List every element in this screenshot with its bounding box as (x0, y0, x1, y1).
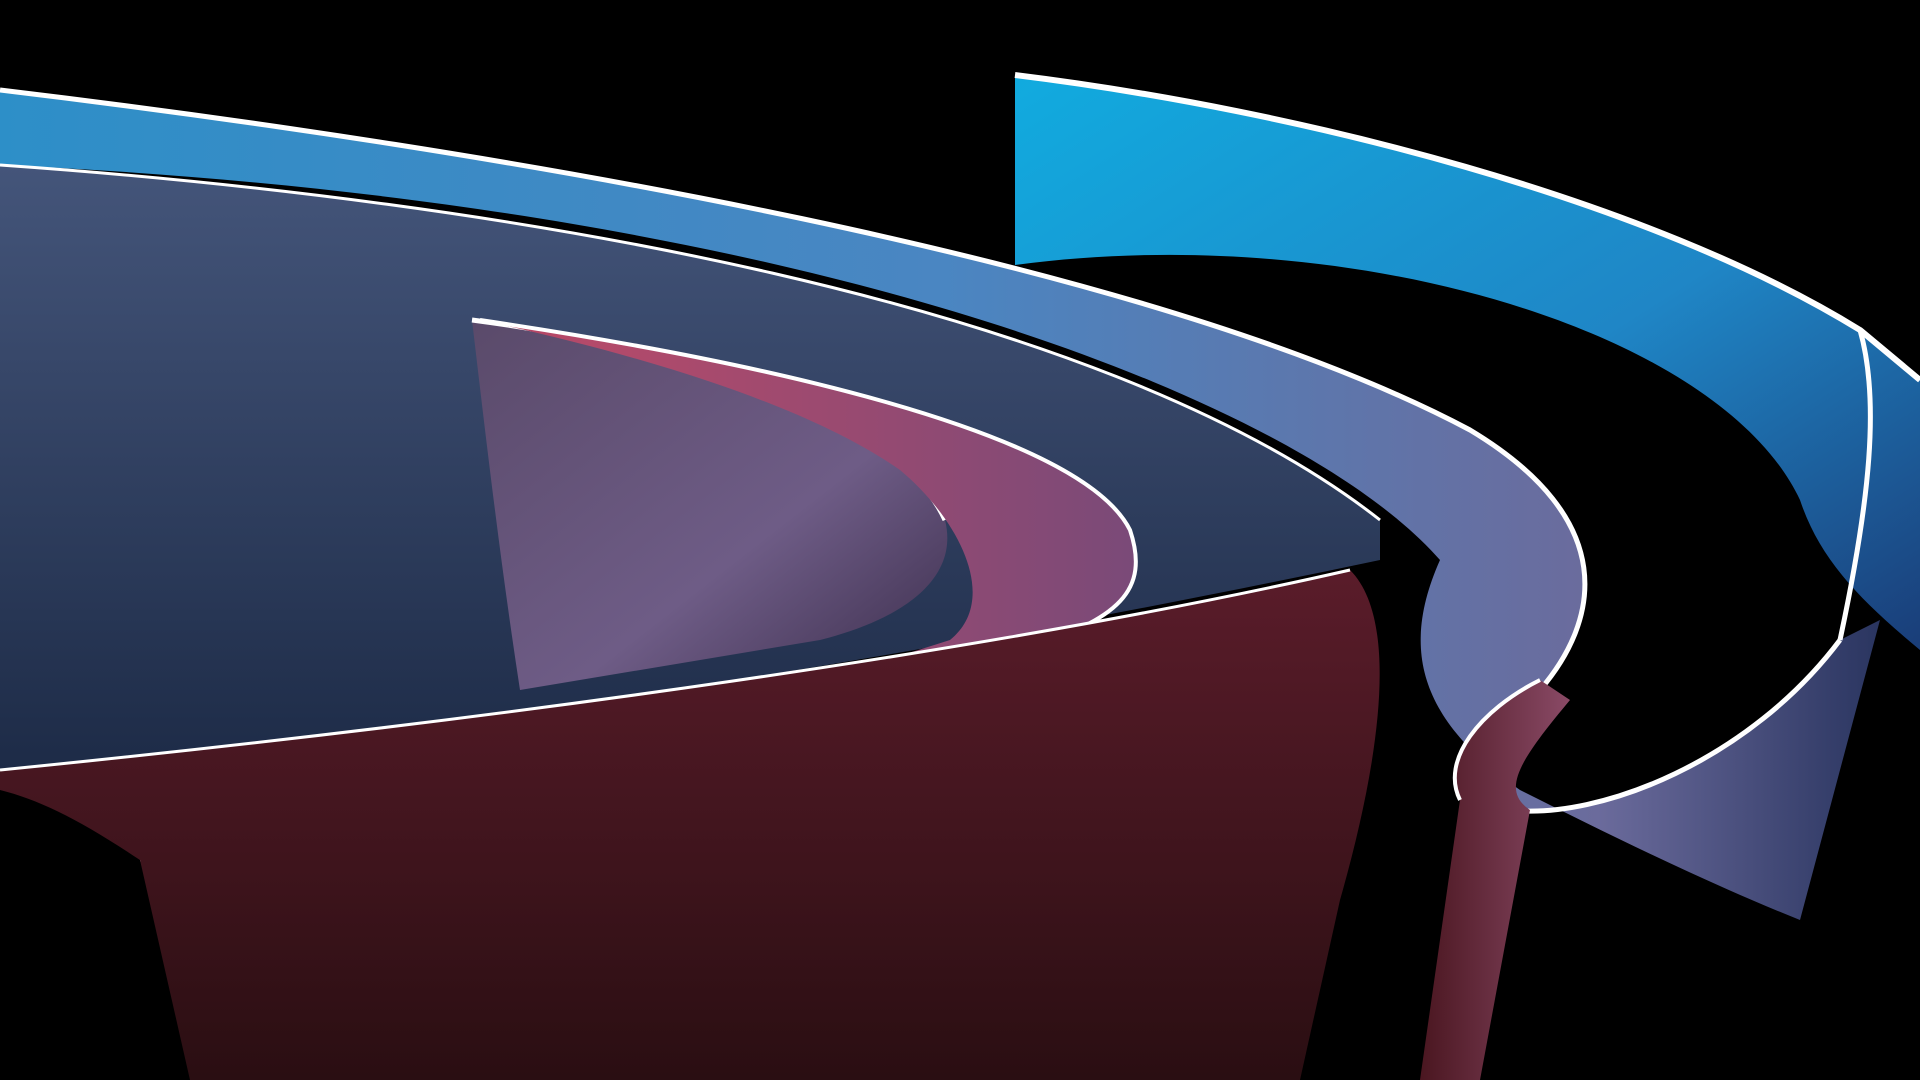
dark-red-front-edge (0, 568, 1351, 772)
violet-curl (472, 320, 948, 690)
slate-inner-edge (0, 163, 1381, 522)
right-red-fold-edge (1452, 678, 1541, 801)
blue-back-ribbon-edge (1014, 72, 1920, 383)
large-blue-band (0, 90, 1880, 920)
blue-curl-highlight (1837, 329, 1873, 641)
right-red-fold (1420, 680, 1570, 1080)
large-blue-band-edge (0, 87, 1842, 814)
blue-back-ribbon (1015, 75, 1920, 650)
pink-ribbon (140, 320, 1136, 860)
dark-red-front-ribbon (0, 570, 1380, 1080)
